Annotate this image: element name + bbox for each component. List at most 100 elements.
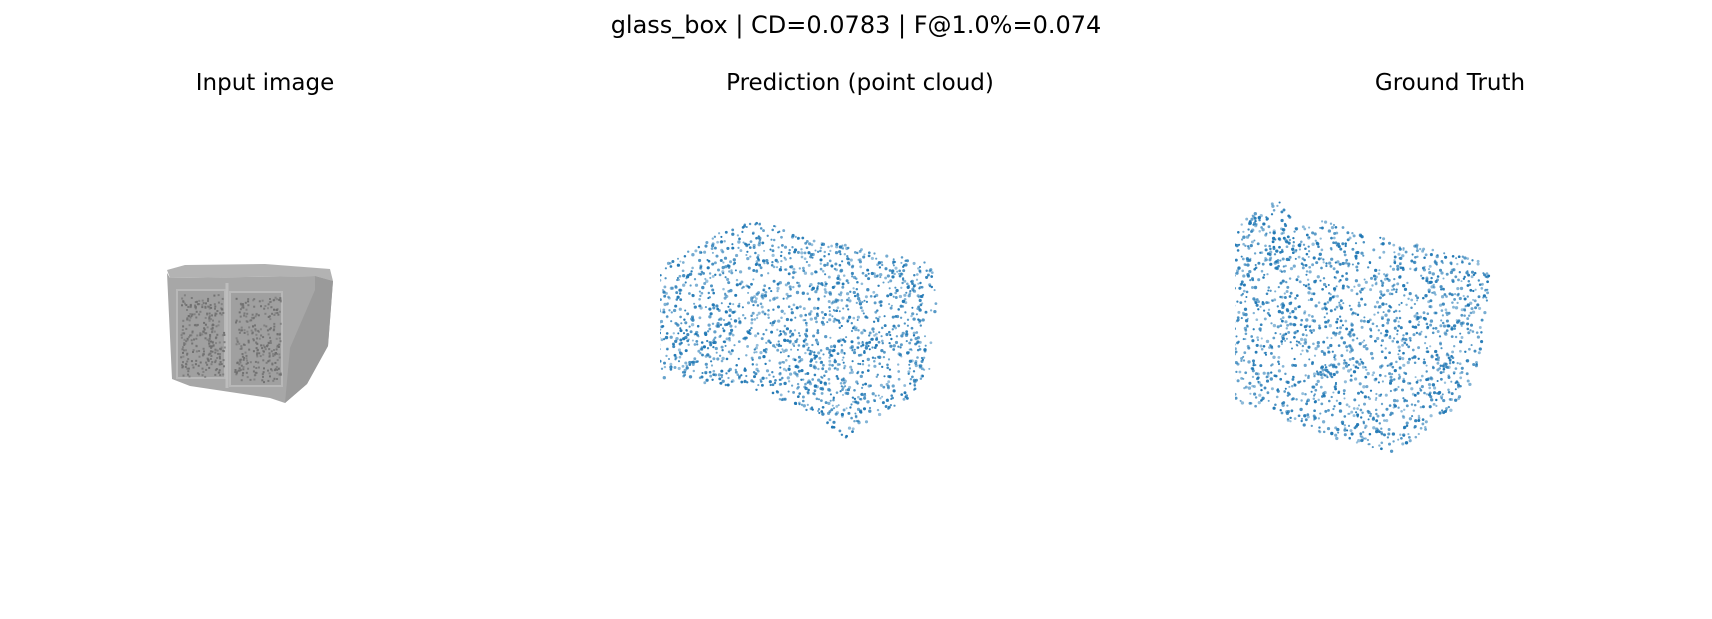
prediction-point — [718, 273, 722, 277]
prediction-point — [897, 377, 901, 381]
prediction-point — [830, 244, 833, 248]
prediction-point — [743, 223, 747, 226]
ground-truth-point — [1439, 371, 1443, 375]
prediction-point — [878, 331, 881, 334]
ground-truth-point — [1289, 322, 1293, 326]
glass-speckle — [249, 378, 252, 381]
ground-truth-point — [1330, 225, 1335, 230]
ground-truth-point — [1280, 411, 1284, 415]
prediction-point — [852, 287, 855, 290]
glass-speckle — [241, 355, 244, 358]
ground-truth-point — [1270, 387, 1274, 391]
glass-speckle — [207, 305, 210, 308]
ground-truth-point — [1311, 361, 1314, 364]
ground-truth-point — [1429, 319, 1434, 323]
prediction-point — [900, 286, 903, 289]
prediction-point — [847, 296, 851, 300]
prediction-point — [891, 396, 894, 400]
prediction-point — [807, 251, 811, 255]
ground-truth-point — [1268, 258, 1272, 262]
glass-speckle — [213, 294, 216, 297]
ground-truth-point — [1454, 367, 1458, 370]
glass-speckle — [216, 357, 219, 359]
prediction-point — [741, 313, 745, 317]
ground-truth-point — [1427, 383, 1432, 387]
prediction-point — [867, 277, 871, 281]
ground-truth-point — [1323, 316, 1326, 319]
prediction-point — [718, 377, 722, 381]
prediction-point — [828, 410, 832, 413]
prediction-point — [691, 294, 695, 298]
prediction-point — [856, 346, 860, 349]
prediction-point — [676, 257, 680, 260]
ground-truth-point — [1268, 314, 1272, 317]
glass-speckle — [182, 351, 184, 354]
prediction-point — [862, 312, 865, 315]
prediction-point — [660, 348, 661, 351]
ground-truth-point — [1428, 264, 1432, 268]
ground-truth-point — [1403, 408, 1406, 411]
prediction-point — [775, 343, 778, 346]
ground-truth-point — [1436, 275, 1440, 278]
ground-truth-point — [1343, 428, 1347, 432]
glass-speckle — [272, 329, 275, 332]
ground-truth-point — [1354, 279, 1359, 283]
ground-truth-point — [1413, 393, 1417, 397]
ground-truth-point — [1408, 357, 1411, 361]
ground-truth-point — [1390, 288, 1394, 292]
ground-truth-point — [1320, 266, 1323, 270]
glass-speckle — [194, 307, 197, 310]
ground-truth-point — [1402, 334, 1405, 337]
ground-truth-point — [1469, 323, 1474, 327]
ground-truth-point — [1448, 359, 1452, 362]
ground-truth-point — [1246, 245, 1250, 248]
ground-truth-point — [1248, 269, 1252, 274]
glass-speckle — [247, 341, 250, 344]
ground-truth-point — [1413, 424, 1417, 429]
prediction-point — [860, 345, 863, 348]
glass-speckle — [235, 297, 238, 300]
prediction-point — [801, 236, 805, 240]
prediction-point — [888, 287, 891, 290]
glass-speckle — [201, 299, 204, 302]
glass-speckle — [218, 355, 221, 358]
ground-truth-point — [1339, 299, 1343, 302]
prediction-point — [745, 374, 748, 378]
prediction-point — [805, 342, 809, 347]
ground-truth-point — [1350, 288, 1354, 292]
ground-truth-point — [1247, 386, 1252, 390]
glass-speckle — [275, 337, 278, 340]
ground-truth-point — [1395, 399, 1399, 403]
ground-truth-point — [1252, 311, 1255, 315]
glass-speckle — [189, 334, 192, 337]
prediction-point — [766, 261, 770, 265]
ground-truth-point — [1357, 303, 1361, 308]
prediction-point — [868, 348, 871, 351]
prediction-point — [930, 275, 934, 278]
prediction-point — [841, 260, 844, 263]
prediction-point — [797, 284, 801, 288]
prediction-point — [707, 291, 711, 295]
prediction-point — [859, 362, 862, 366]
glass-speckle — [187, 315, 190, 317]
prediction-point — [921, 374, 924, 378]
prediction-point — [770, 290, 773, 293]
glass-speckle — [256, 337, 258, 340]
prediction-point — [933, 309, 937, 314]
prediction-point — [891, 384, 895, 388]
glass-speckle — [271, 312, 274, 315]
ground-truth-point — [1378, 373, 1382, 377]
ground-truth-point — [1281, 365, 1285, 368]
ground-truth-point — [1279, 377, 1283, 381]
prediction-point — [905, 330, 909, 334]
ground-truth-point — [1457, 395, 1462, 399]
ground-truth-point — [1257, 278, 1261, 282]
glass-speckle — [188, 336, 190, 339]
prediction-point — [853, 420, 856, 423]
ground-truth-point — [1449, 261, 1453, 265]
prediction-point — [797, 360, 801, 364]
ground-truth-point — [1332, 236, 1336, 240]
glass-speckle — [275, 348, 278, 351]
prediction-point — [679, 315, 682, 319]
glass-speckle — [254, 315, 257, 318]
